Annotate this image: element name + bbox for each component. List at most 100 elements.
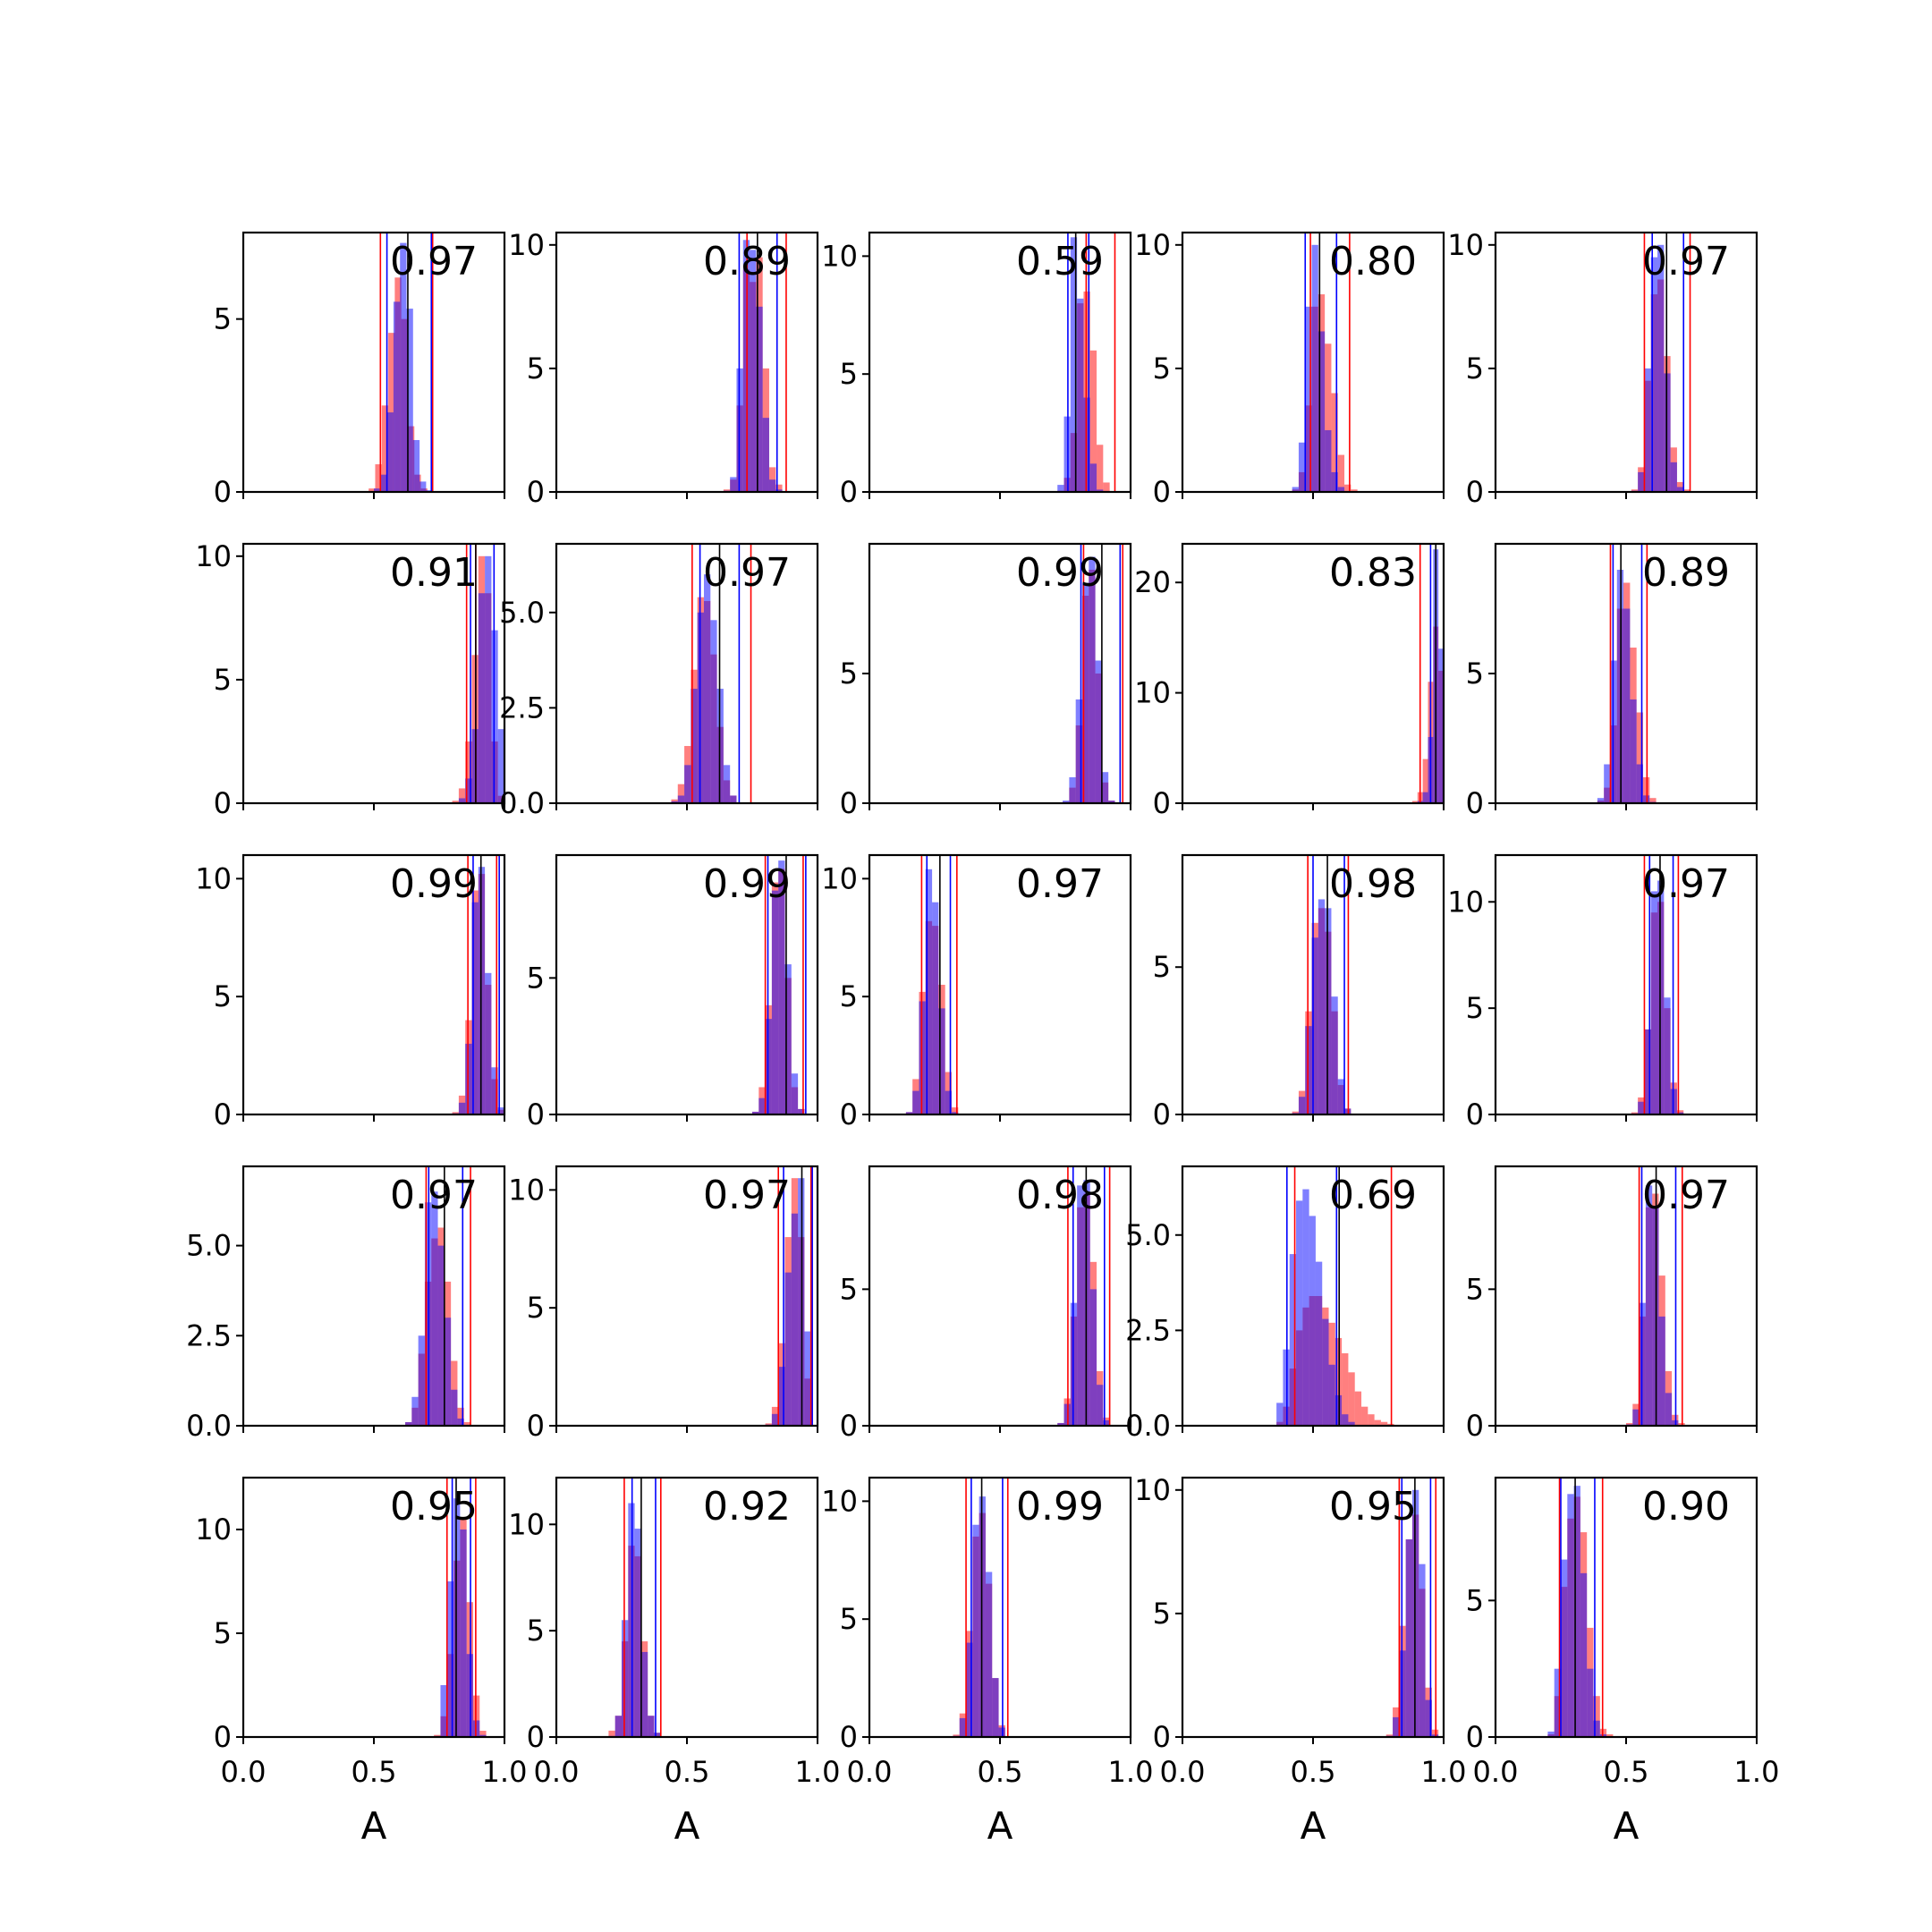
blue-hist-bar — [1063, 801, 1070, 803]
plot-area — [452, 544, 504, 803]
blue-hist-bar — [1309, 1216, 1316, 1426]
red-hist-bar — [1683, 489, 1690, 492]
y-tick-label: 5 — [214, 663, 232, 697]
blue-hist-bar — [1422, 792, 1428, 803]
x-tick-label: 0.5 — [352, 1755, 397, 1789]
blue-hist-bar — [460, 1530, 467, 1737]
blue-hist-bar — [1103, 1419, 1110, 1426]
y-tick-label: 0 — [840, 1720, 858, 1754]
blue-hist-bar — [710, 620, 717, 803]
panel-3-3: 0.97 0 5 10 — [821, 853, 1132, 1131]
red-hist-bar — [1361, 1406, 1368, 1426]
blue-hist-bar — [465, 778, 472, 803]
blue-hist-bar — [1573, 1486, 1580, 1737]
red-hist-bar — [608, 1730, 615, 1737]
blue-hist-bar — [1587, 1668, 1594, 1737]
y-tick-label: 0.0 — [499, 786, 545, 820]
blue-hist-bar — [418, 1335, 425, 1426]
plot-area — [1292, 855, 1352, 1114]
y-tick-label: 5.0 — [1125, 1218, 1171, 1252]
annotation-value: 0.80 — [1329, 239, 1417, 284]
annotation-value: 0.99 — [703, 861, 791, 907]
y-tick-label: 2.5 — [1125, 1313, 1171, 1347]
red-hist-bar — [388, 333, 395, 492]
plot-area — [1626, 1166, 1685, 1426]
blue-hist-bar — [614, 1716, 622, 1737]
blue-hist-bar — [1077, 298, 1084, 492]
annotation-value: 0.98 — [1016, 1173, 1104, 1218]
blue-hist-bar — [412, 440, 420, 492]
annotation-value: 0.99 — [1016, 1484, 1104, 1530]
y-tick-label: 0 — [1466, 786, 1484, 820]
x-tick-label: 1.0 — [1108, 1755, 1154, 1789]
blue-hist-bar — [400, 242, 407, 492]
blue-hist-bar — [1638, 1101, 1645, 1114]
x-tick-label: 0.0 — [847, 1755, 893, 1789]
red-hist-bar — [1337, 454, 1345, 492]
blue-hist-bar — [1305, 306, 1312, 492]
blue-hist-bar — [1644, 1029, 1651, 1114]
y-tick-label: 5 — [1153, 950, 1171, 984]
blue-hist-bar — [1089, 463, 1097, 492]
plot-area — [671, 544, 752, 803]
plot-area — [1063, 544, 1124, 803]
x-axis-label: A — [1301, 1804, 1326, 1848]
annotation-value: 0.97 — [1642, 861, 1730, 907]
blue-hist-bar — [1089, 556, 1096, 803]
y-tick-label: 5.0 — [186, 1229, 232, 1263]
y-tick-label: 0 — [840, 1409, 858, 1443]
plot-area — [1547, 1478, 1614, 1737]
blue-hist-bar — [1075, 699, 1082, 803]
blue-hist-bar — [1325, 429, 1332, 492]
y-tick-label: 0 — [1153, 475, 1171, 509]
blue-hist-bar — [925, 869, 933, 1114]
y-tick-label: 0 — [214, 1097, 232, 1131]
y-tick-label: 5 — [840, 1272, 858, 1306]
blue-hist-bar — [691, 689, 698, 803]
y-tick-label: 10 — [508, 1507, 545, 1541]
y-tick-label: 5 — [840, 657, 858, 691]
panel-5-4: 0.95 0 5 10 0.0 0.5 1.0 A — [1134, 1473, 1466, 1848]
panel-3-1: 0.99 0 5 10 — [195, 853, 506, 1131]
x-tick-label: 0.0 — [221, 1755, 267, 1789]
blue-hist-bar — [684, 765, 691, 803]
blue-hist-bar — [1650, 257, 1658, 492]
y-tick-label: 5 — [1466, 657, 1484, 691]
blue-hist-bar — [1311, 244, 1318, 492]
blue-hist-bar — [771, 890, 779, 1114]
red-hist-bar — [1342, 1352, 1349, 1426]
y-tick-label: 5 — [527, 1614, 545, 1648]
plot-area — [765, 1166, 813, 1426]
blue-hist-bar — [752, 1111, 759, 1114]
blue-hist-bar — [471, 902, 479, 1114]
y-tick-label: 0 — [840, 1097, 858, 1131]
blue-hist-bar — [1393, 1716, 1400, 1737]
blue-hist-bar — [1597, 798, 1605, 803]
x-tick-label: 0.0 — [534, 1755, 580, 1789]
blue-hist-bar — [444, 1318, 452, 1426]
blue-hist-bar — [1425, 1699, 1432, 1737]
annotation-value: 0.97 — [703, 550, 791, 596]
y-tick-label: 10 — [821, 239, 858, 273]
blue-hist-bar — [1337, 1079, 1345, 1114]
blue-hist-bar — [451, 1389, 458, 1426]
blue-hist-bar — [1623, 608, 1631, 803]
plot-area — [1385, 1478, 1439, 1737]
blue-hist-bar — [431, 1191, 438, 1426]
blue-hist-bar — [1632, 1409, 1640, 1426]
red-hist-bar — [1097, 445, 1104, 492]
y-tick-label: 0 — [527, 1409, 545, 1443]
panel-3-5: 0.97 0 5 10 — [1447, 853, 1758, 1131]
panel-4-3: 0.98 0 5 — [840, 1165, 1132, 1443]
blue-hist-bar — [1328, 1364, 1335, 1426]
red-hist-bar — [677, 784, 685, 803]
blue-hist-bar — [479, 1734, 487, 1737]
blue-hist-bar — [1101, 772, 1109, 803]
blue-hist-bar — [419, 481, 427, 492]
blue-hist-bar — [1638, 471, 1645, 492]
blue-hist-bar — [497, 1107, 504, 1114]
x-axis-label: A — [674, 1804, 700, 1848]
blue-hist-bar — [1670, 462, 1677, 492]
y-tick-label: 2.5 — [499, 691, 545, 724]
annotation-value: 0.99 — [1016, 550, 1104, 596]
